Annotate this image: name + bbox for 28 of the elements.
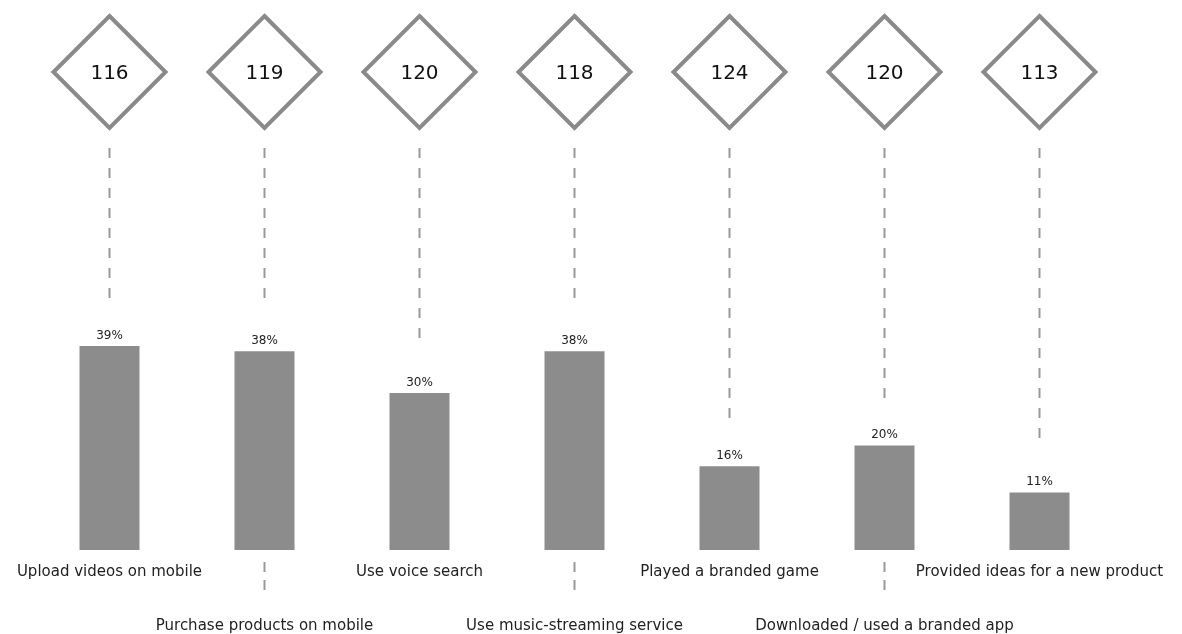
x-tick-label: Provided ideas for a new product xyxy=(915,562,1164,580)
x-tick-label: Downloaded / used a branded app xyxy=(755,616,1014,634)
text: 120 xyxy=(865,60,904,84)
text: 113 xyxy=(1020,60,1059,84)
data-label: 39% xyxy=(96,328,123,342)
bar xyxy=(389,393,450,550)
data-label: 30% xyxy=(406,375,433,390)
x-tick-label: Played a branded game xyxy=(640,562,819,580)
x-tick-label: Purchase products on mobile xyxy=(155,616,374,634)
text: 120 xyxy=(400,60,439,84)
bar xyxy=(79,346,140,550)
bar xyxy=(699,466,760,550)
x-tick-label: Use voice search xyxy=(355,562,484,580)
text: 119 xyxy=(245,60,284,84)
bar xyxy=(234,351,295,550)
x-tick-label: Upload videos on mobile xyxy=(16,562,203,580)
bar xyxy=(1009,492,1070,550)
text: 118 xyxy=(555,60,594,84)
bar xyxy=(544,351,605,550)
bar xyxy=(854,445,915,550)
data-label: 38% xyxy=(561,333,588,348)
x-tick-label: Use music-streaming service xyxy=(466,616,683,634)
data-label: 11% xyxy=(1026,474,1053,489)
data-label: 20% xyxy=(871,427,898,442)
text: 124 xyxy=(710,60,749,84)
data-label: 38% xyxy=(251,333,278,348)
data-label: 16% xyxy=(716,448,743,463)
text: 116 xyxy=(90,60,129,84)
